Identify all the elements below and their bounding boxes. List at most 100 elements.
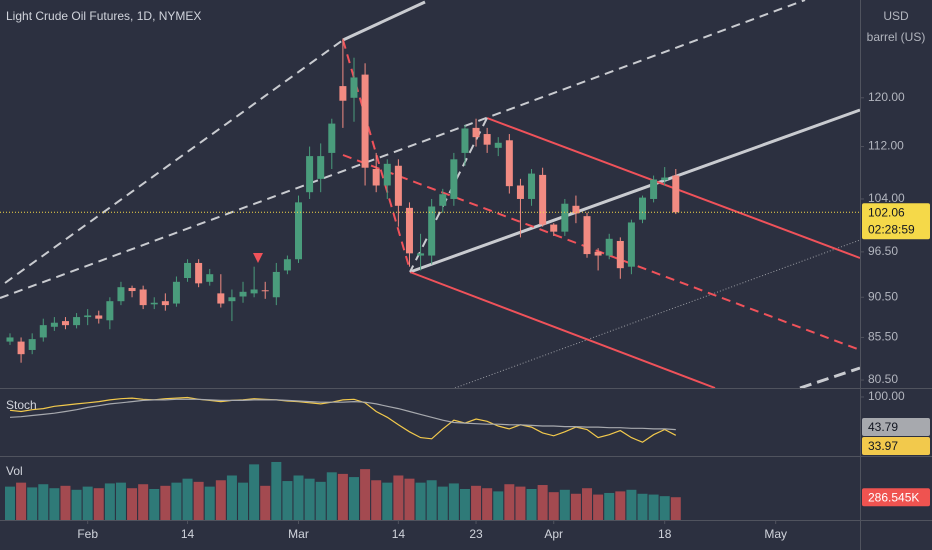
candle-body [405, 207, 413, 254]
volume-bar [315, 481, 326, 520]
volume-bar [115, 482, 126, 520]
volume-bar [382, 482, 393, 520]
candle-body [217, 293, 225, 304]
currency: USD [883, 9, 909, 23]
candle-body [616, 240, 624, 269]
volume-bar [404, 478, 415, 520]
candle-body [461, 128, 469, 153]
volume-bar [670, 497, 681, 520]
volume-bar [27, 487, 38, 520]
volume-value-box [862, 488, 930, 507]
volume-bar [49, 488, 60, 520]
volume-bar [615, 491, 626, 520]
candle-body [106, 301, 114, 321]
candle-body [306, 156, 314, 193]
candle-body [39, 325, 47, 338]
volume-bar [570, 493, 581, 520]
candle-body [261, 290, 269, 292]
candle-body [17, 341, 25, 355]
candle-body [561, 203, 569, 232]
candle-body [239, 291, 247, 297]
pitchfork-line [342, 0, 426, 42]
volume-bar [171, 482, 182, 520]
pane-title: Stoch [6, 398, 37, 412]
x-tick-label: 14 [181, 527, 195, 541]
candle-body [594, 251, 602, 256]
candle-body [583, 216, 591, 255]
volume-bar [4, 486, 15, 520]
volume-bar [127, 488, 138, 520]
candle-body [184, 262, 192, 278]
candle-body [6, 337, 14, 342]
pitchfork-line [409, 117, 488, 273]
candle-body [516, 185, 524, 199]
volume-bar [504, 484, 515, 520]
volume-bar [193, 481, 204, 520]
x-tick-label: May [764, 527, 787, 541]
candle-body [117, 287, 125, 302]
candle-body [572, 205, 580, 214]
pitchfork-line [0, 0, 806, 299]
candle-body [383, 163, 391, 186]
volume-bar [459, 489, 470, 520]
y-tick-label: 100.00 [868, 389, 905, 403]
candle-body [627, 222, 635, 267]
pitchfork-line [4, 39, 344, 284]
chart-title: Light Crude Oil Futures, 1D, NYMEX [6, 9, 201, 23]
candle-body [84, 315, 92, 318]
volume-bar [493, 491, 504, 520]
candle-body [150, 302, 158, 305]
x-tick-label: Mar [288, 527, 309, 541]
volume-bar [249, 464, 260, 520]
volume-value: 286.545K [868, 490, 919, 504]
candle-body [650, 179, 658, 199]
volume-bar [271, 461, 282, 520]
candle-body [472, 127, 480, 138]
stoch-line [9, 398, 676, 431]
candle-body [295, 202, 303, 260]
volume-bar [282, 481, 293, 520]
last-price-box [862, 203, 930, 240]
candle-body [483, 134, 491, 145]
x-tick-label: Feb [77, 527, 98, 541]
candle-body [339, 86, 347, 101]
stoch-value-box [862, 418, 930, 436]
volume-bar [360, 469, 371, 520]
volume-bar [337, 473, 348, 520]
y-tick-label: 90.50 [868, 289, 898, 303]
candle-body [328, 123, 336, 153]
candle-body [272, 271, 280, 298]
volume-bar [204, 486, 215, 520]
volume-bar [371, 480, 382, 520]
y-tick-label: 80.50 [868, 372, 898, 386]
volume-bar [60, 485, 71, 520]
volume-bar [149, 489, 160, 520]
candle-body [661, 177, 669, 181]
volume-bar [215, 480, 226, 520]
volume-bar [260, 485, 271, 520]
pane-title: Vol [6, 464, 23, 478]
volume-bar [582, 488, 593, 520]
volume-bar [648, 494, 659, 520]
volume-bar [448, 483, 459, 520]
candle-body [250, 289, 258, 294]
y-tick-label: 112.00 [868, 139, 904, 153]
candle-body [172, 281, 180, 304]
volume-bar [71, 489, 82, 520]
candle-body [317, 156, 325, 179]
candle-body [550, 224, 558, 232]
y-tick-label: 104.00 [868, 191, 905, 205]
candle-body [528, 173, 536, 199]
candle-body [428, 206, 436, 256]
stoch-value: 33.97 [868, 439, 898, 453]
volume-bar [138, 484, 149, 520]
volume-bar [415, 482, 426, 520]
candle-body [361, 74, 369, 168]
volume-bar [526, 489, 537, 520]
volume-bar [226, 475, 237, 520]
volume-bar [559, 489, 570, 520]
volume-bar [426, 480, 437, 520]
pitchfork-line [409, 108, 861, 274]
x-tick-label: Apr [544, 527, 563, 541]
